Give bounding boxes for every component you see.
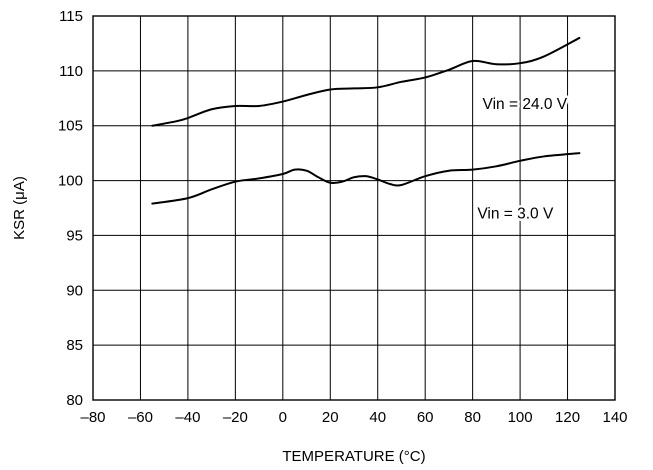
y-tick-label: 110 [59,63,83,80]
x-tick-label: 60 [417,409,434,426]
x-tick-labels: –80 –60 –40 –20 0 20 40 60 80 100 120 140 [80,409,627,426]
x-tick-label: –60 [128,409,153,426]
series-annotation-1: Vin = 24.0 V [483,96,568,113]
y-tick-label: 90 [66,282,83,299]
x-tick-label: 120 [555,409,580,426]
x-tick-label: 0 [279,409,287,426]
annotations: Vin = 24.0 V Vin = 3.0 V [475,93,570,225]
x-tick-label: 80 [464,409,481,426]
x-tick-label: 40 [369,409,386,426]
y-tick-label: 115 [59,8,83,25]
y-tick-label: 95 [66,227,83,244]
plot-border [92,15,616,401]
series-annotation-2: Vin = 3.0 V [477,205,554,222]
series-line-2 [151,152,581,205]
x-tick-label: 140 [602,409,627,426]
y-tick-label: 85 [66,337,83,354]
series-line-1 [151,36,581,127]
y-tick-label: 105 [58,118,83,135]
y-tick-label: 80 [66,392,83,409]
x-tick-label: 100 [508,409,533,426]
x-tick-label: –40 [175,409,200,426]
x-tick-label: 20 [322,409,339,426]
x-tick-label: –20 [223,409,248,426]
x-tick-label: –80 [80,409,105,426]
series-lines [151,36,581,205]
y-tick-label: 100 [58,173,83,190]
y-axis-title: KSR (μA) [11,176,28,240]
y-tick-labels: 80 85 90 95 100 105 110 115 [58,8,83,409]
x-axis-title: TEMPERATURE (°C) [282,448,425,465]
